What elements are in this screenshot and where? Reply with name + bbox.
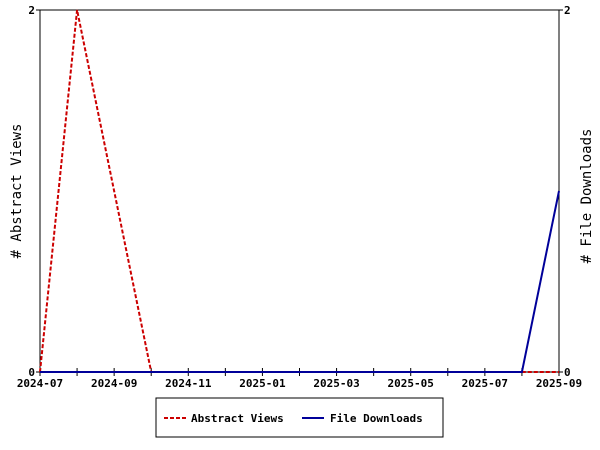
x-tick-label: 2025-03 <box>313 377 359 390</box>
x-tick-label: 2025-09 <box>536 377 582 390</box>
y-axes: 0 2 0 2 <box>28 4 570 379</box>
x-tick-label: 2025-07 <box>462 377 508 390</box>
series-line-file-downloads <box>40 190 560 373</box>
legend: Abstract Views File Downloads <box>155 397 444 438</box>
x-tick-label: 2024-09 <box>91 377 137 390</box>
x-tick-label: 2025-01 <box>239 377 286 390</box>
right-y-tick-label: 2 <box>564 4 571 17</box>
x-tick-label: 2024-07 <box>17 377 63 390</box>
left-axis-title: # Abstract Views <box>9 124 25 259</box>
legend-label-abstract-views: Abstract Views <box>191 412 284 425</box>
left-y-tick-label: 2 <box>28 4 35 17</box>
right-axis-title: # File Downloads <box>579 129 595 264</box>
legend-label-file-downloads: File Downloads <box>330 412 423 425</box>
legend-box <box>155 397 444 438</box>
left-y-tick-label: 0 <box>28 366 35 379</box>
x-tick-label: 2025-05 <box>388 377 434 390</box>
series-layer <box>39 9 560 373</box>
x-tick-label: 2024-11 <box>165 377 212 390</box>
right-y-tick-label: 0 <box>564 366 571 379</box>
plot-area <box>39 9 560 373</box>
x-axis: 2024-07 2024-09 2024-11 2025-01 2025-03 2025-… <box>17 368 582 390</box>
